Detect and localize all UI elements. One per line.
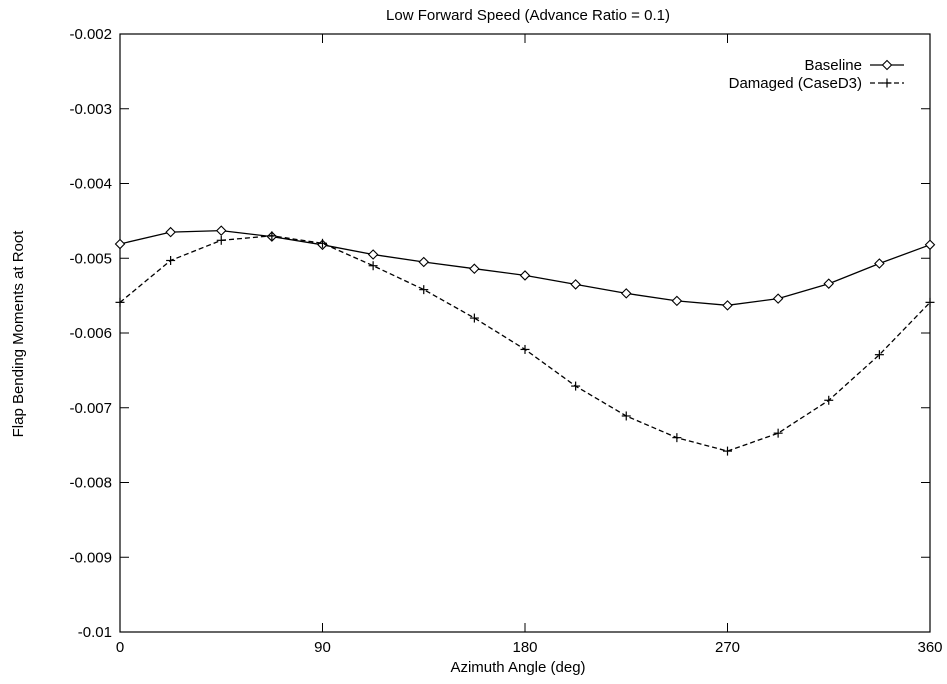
data-point-damaged-cased3: [469, 313, 479, 323]
data-point-damaged-cased3: [520, 344, 530, 354]
y-tick-label: -0.01: [78, 624, 112, 641]
data-point-baseline: [114, 238, 126, 250]
y-tick-label: -0.005: [69, 250, 112, 267]
data-point-damaged-cased3: [368, 261, 378, 271]
legend-marker-damaged-cased3: [882, 78, 892, 88]
x-tick-label: 180: [512, 639, 537, 656]
y-tick-label: -0.003: [69, 101, 112, 118]
data-point-baseline: [874, 258, 885, 269]
series-damaged-cased3: [115, 231, 935, 456]
data-point-baseline: [519, 270, 531, 281]
data-point-damaged-cased3: [824, 395, 834, 405]
data-point-baseline: [469, 263, 480, 274]
data-point-baseline: [367, 249, 379, 260]
series-line-damaged-cased3: [119, 235, 931, 452]
legend-label-baseline: Baseline: [804, 57, 862, 74]
legend-marker-baseline: [881, 59, 893, 71]
y-axis-label: Flap Bending Moments at Root: [10, 230, 27, 438]
data-point-damaged-cased3: [723, 446, 732, 456]
y-tick-label: -0.007: [69, 400, 112, 417]
data-point-damaged-cased3: [571, 381, 581, 391]
y-tick-label: -0.009: [69, 549, 112, 566]
data-point-damaged-cased3: [115, 297, 125, 307]
data-point-damaged-cased3: [419, 285, 429, 295]
data-point-damaged-cased3: [773, 428, 783, 438]
data-point-baseline: [823, 278, 835, 289]
plot-area: [119, 33, 931, 633]
data-point-damaged-cased3: [874, 350, 884, 360]
x-axis-label: Azimuth Angle (deg): [450, 659, 585, 676]
data-point-damaged-cased3: [621, 411, 631, 421]
data-point-damaged-cased3: [925, 297, 935, 307]
data-point-baseline: [722, 300, 733, 311]
y-tick-label: -0.004: [69, 176, 112, 193]
y-axis: -0.002 -0.003 -0.004 -0.005 -0.006 -0.007 -0.0…: [69, 26, 930, 641]
data-point-baseline: [165, 226, 176, 238]
chart-title: Low Forward Speed (Advance Ratio = 0.1): [386, 7, 670, 24]
x-tick-label: 270: [715, 639, 740, 656]
data-point-damaged-cased3: [267, 231, 277, 241]
y-tick-label: -0.006: [69, 325, 112, 342]
x-tick-label: 0: [116, 639, 124, 656]
data-point-baseline: [418, 256, 430, 268]
y-tick-label: -0.008: [69, 475, 112, 492]
data-point-baseline: [215, 225, 227, 236]
y-tick-label: -0.002: [69, 26, 112, 43]
data-point-baseline: [570, 279, 581, 290]
data-point-baseline: [924, 239, 936, 251]
x-tick-label: 360: [917, 639, 942, 656]
series-layer: [114, 225, 936, 456]
x-axis: 0 90 180 270 360: [116, 34, 943, 656]
series-line-baseline: [119, 229, 931, 306]
data-point-damaged-cased3: [318, 238, 327, 248]
legend-label-damaged-cased3: Damaged (CaseD3): [729, 75, 862, 92]
series-baseline: [114, 225, 936, 311]
data-point-damaged-cased3: [216, 235, 226, 245]
data-point-baseline: [671, 295, 683, 307]
data-point-baseline: [620, 288, 632, 299]
data-point-damaged-cased3: [166, 255, 176, 265]
data-point-damaged-cased3: [672, 433, 682, 443]
data-point-baseline: [772, 293, 784, 304]
x-tick-label: 90: [314, 639, 331, 656]
